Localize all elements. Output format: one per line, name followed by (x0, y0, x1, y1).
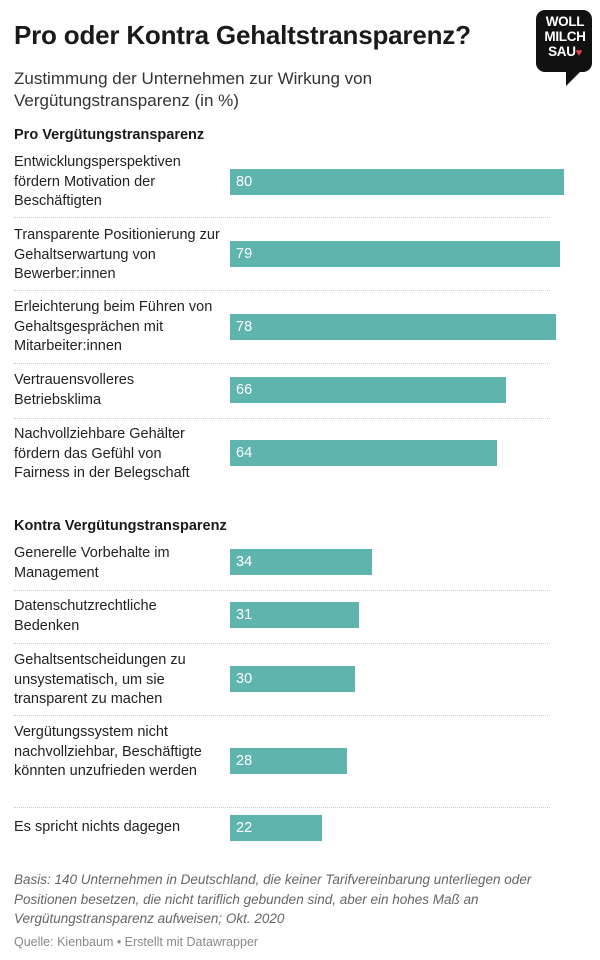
logo-line-2: MILCH (544, 29, 586, 44)
chart-row-kontra-3: Gehaltsentscheidungen zu unsystematisch,… (14, 650, 550, 716)
bar-label: Transparente Positionierung zur Gehaltse… (14, 227, 220, 282)
row-separator (14, 217, 550, 218)
logo-line-3-wrap: SAU♥ (540, 44, 590, 61)
bar-value: 79 (236, 246, 253, 262)
section-title-kontra: Kontra Vergütungstransparenz (14, 518, 227, 534)
bar-value: 80 (236, 174, 253, 190)
chart-row-kontra-4: Vergütungssystem nicht nachvollziehbar, … (14, 723, 550, 808)
chart-row-kontra-5: Es spricht nichts dagegen 22 (14, 813, 550, 849)
heart-icon: ♥ (575, 47, 583, 59)
bar (230, 169, 564, 195)
bar-label: Generelle Vorbehalte im Management (14, 545, 170, 581)
chart-row-kontra-1: Generelle Vorbehalte im Management 34 (14, 543, 550, 591)
bar-label: Erleichterung beim Führen von Gehaltsges… (14, 299, 213, 354)
row-separator (14, 643, 550, 644)
bar (230, 314, 556, 340)
row-separator (14, 807, 550, 808)
footnote: Basis: 140 Unternehmen in Deutschland, d… (14, 872, 532, 926)
row-separator (14, 418, 550, 419)
bar (230, 377, 506, 403)
logo-line-3: SAU (548, 44, 576, 59)
bar-value: 28 (236, 753, 253, 769)
bar (230, 815, 322, 841)
bar-value: 31 (236, 607, 253, 623)
chart-row-pro-5: Nachvollziehbare Gehälter fördern das Ge… (14, 424, 550, 490)
chart-row-pro-3: Erleichterung beim Führen von Gehaltsges… (14, 297, 556, 364)
bar-label: Vergütungssystem nicht nachvollziehbar, … (14, 724, 202, 779)
source-line: Quelle: Kienbaum • Erstellt mit Datawrap… (14, 935, 259, 949)
bar (230, 440, 498, 466)
bar (230, 748, 347, 774)
logo-tail (566, 66, 586, 86)
bar-label: Gehaltsentscheidungen zu unsystematisch,… (14, 652, 186, 707)
bar (230, 549, 372, 575)
bar-label: Datenschutzrechtliche Bedenken (14, 598, 157, 634)
bar-value: 64 (236, 445, 253, 461)
row-separator (14, 590, 550, 591)
bar-value: 66 (236, 382, 253, 398)
bar-value: 34 (236, 554, 253, 570)
bar (230, 666, 356, 692)
chart-row-pro-4: Vertrauensvolleres Betriebsklima 66 (14, 370, 550, 419)
bar-value: 78 (236, 319, 253, 335)
chart-row-pro-2: Transparente Positionierung zur Gehaltse… (14, 224, 560, 291)
bar-label: Entwicklungsperspektiven fördern Motivat… (14, 154, 181, 209)
bar-label: Nachvollziehbare Gehälter fördern das Ge… (14, 426, 190, 481)
chart-title: Pro oder Kontra Gehaltstransparenz? (14, 20, 471, 50)
row-separator (14, 363, 550, 364)
section-title-pro: Pro Vergütungstransparenz (14, 127, 205, 143)
bar-value: 30 (236, 671, 253, 687)
bar-label: Es spricht nichts dagegen (14, 819, 181, 835)
logo (536, 10, 592, 72)
row-separator (14, 715, 550, 716)
bar-value: 22 (236, 820, 253, 836)
chart-row-pro-1: Entwicklungsperspektiven fördern Motivat… (14, 152, 564, 218)
chart-subtitle: Zustimmung der Unternehmen zur Wirkung v… (14, 69, 373, 110)
bar-label: Vertrauensvolleres Betriebsklima (14, 372, 135, 408)
bar (230, 241, 560, 267)
logo-line-1: WOLL (545, 14, 585, 29)
chart-row-kontra-2: Datenschutzrechtliche Bedenken 31 (14, 597, 550, 645)
row-separator (14, 290, 550, 291)
bar (230, 602, 360, 628)
logo-text: WOLL MILCH SAU♥ (540, 14, 590, 61)
